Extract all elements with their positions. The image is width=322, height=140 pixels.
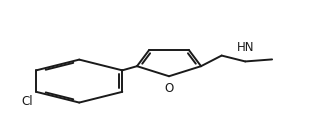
Text: O: O: [165, 82, 174, 95]
Text: HN: HN: [236, 41, 254, 54]
Text: Cl: Cl: [21, 95, 33, 108]
